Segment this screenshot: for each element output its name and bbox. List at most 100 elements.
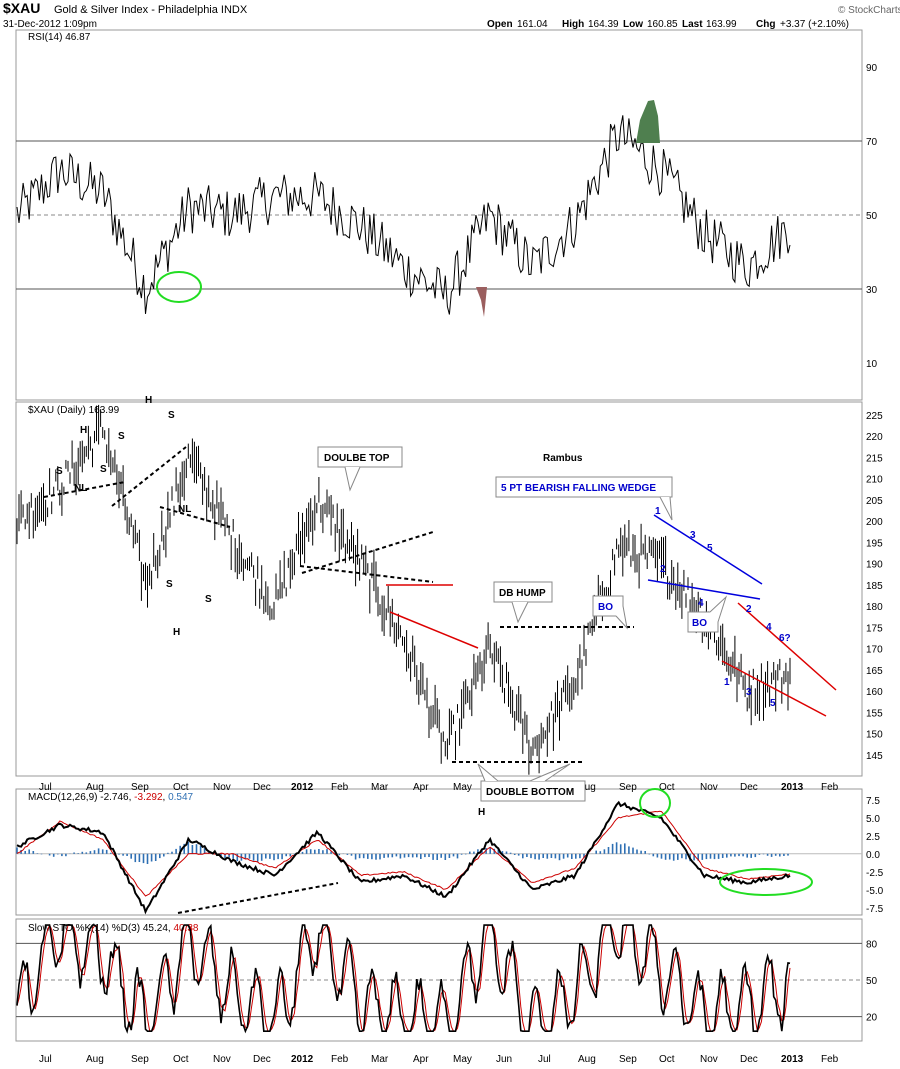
h-label-1: H xyxy=(145,395,152,406)
annotation-bo-1: BO xyxy=(592,595,628,630)
macd-green-circle-top xyxy=(639,788,671,818)
red-wedge-num-1: 1 xyxy=(724,677,730,688)
wedge-num-5: 5 xyxy=(707,543,713,554)
red-trend-1 xyxy=(389,611,479,649)
price-xtick-Mar: Mar xyxy=(371,782,389,793)
price-tick-175: 175 xyxy=(866,623,883,634)
price-tick-165: 165 xyxy=(866,666,883,677)
price-xtick-Feb: Feb xyxy=(331,782,349,793)
wedge-numbers-blue: 1 2 3 4 5 xyxy=(655,506,713,609)
rsi-green-circle xyxy=(156,271,202,303)
high-value: 164.39 xyxy=(588,19,619,30)
h-label-3: H xyxy=(173,627,180,638)
sto-xtick-Jun: Jun xyxy=(496,1054,512,1065)
wedge-num-1: 1 xyxy=(655,506,661,517)
bo-2-pointer xyxy=(709,595,728,623)
price-legend: $XAU (Daily) 163.99 xyxy=(28,405,120,416)
low-label: Low xyxy=(623,19,643,30)
macd-signal-line xyxy=(16,810,791,897)
s-label-3: S xyxy=(56,466,63,477)
macd-tick-5.0: 5.0 xyxy=(866,814,880,825)
macd-tick--2.5: -2.5 xyxy=(866,868,884,879)
annotation-doulbe-top: DOULBE TOP xyxy=(317,446,403,492)
wedge-num-3: 3 xyxy=(690,530,696,541)
sto-xtick-2012: 2012 xyxy=(291,1054,314,1065)
sto-xtick-Feb: Feb xyxy=(331,1054,349,1065)
sto-legend-k: 45.24 xyxy=(143,923,168,934)
rsi-tick-10: 10 xyxy=(866,359,878,370)
open-value: 161.04 xyxy=(517,19,548,30)
macd-tick--5.0: -5.0 xyxy=(866,886,884,897)
wedge-num-2: 2 xyxy=(660,564,666,575)
macd-legend-label: MACD(12,26,9) xyxy=(28,792,97,803)
wedge-num-4: 4 xyxy=(698,598,704,609)
price-xtick-Dec: Dec xyxy=(253,782,271,793)
s-label-1: S xyxy=(168,410,175,421)
high-label: High xyxy=(562,19,584,30)
double-bottom-pointer-2 xyxy=(529,763,571,782)
macd-trend-line xyxy=(177,882,339,914)
h-label-2: H xyxy=(80,425,87,436)
macd-line xyxy=(16,800,791,915)
sto-tick-80: 80 xyxy=(866,939,878,950)
sto-xtick-Dec: Dec xyxy=(253,1054,271,1065)
wedge-numbers-red: 1 2 3 4 5 6? xyxy=(724,604,791,709)
price-xtick-Nov: Nov xyxy=(213,782,231,793)
price-tick-210: 210 xyxy=(866,475,883,486)
header-symbol: $XAU xyxy=(3,0,40,16)
author-label: Rambus xyxy=(543,453,583,464)
last-value: 163.99 xyxy=(706,19,737,30)
red-wedge-num-4: 4 xyxy=(766,622,772,633)
sto-xtick-2013: 2013 xyxy=(781,1054,804,1065)
price-xtick-May: May xyxy=(453,782,472,793)
wedge-pointer xyxy=(659,496,673,521)
red-wedge-num-6: 6? xyxy=(779,633,791,644)
sto-xtick-Nov: Nov xyxy=(700,1054,718,1065)
rsi-overbought-fill xyxy=(636,100,660,143)
price-xtick-Nov: Nov xyxy=(700,782,718,793)
macd-panel-frame xyxy=(15,788,863,916)
price-tick-150: 150 xyxy=(866,730,883,741)
nl-label-2: NL xyxy=(178,504,191,515)
annotation-db-hump: DB HUMP xyxy=(493,581,553,624)
price-tick-170: 170 xyxy=(866,645,883,656)
rsi-tick-90: 90 xyxy=(866,63,878,74)
macd-legend-v1: -2.746 xyxy=(100,792,129,803)
macd-green-circle-bottom xyxy=(719,868,813,896)
red-wedge-bottom xyxy=(721,660,827,717)
nl-line-2 xyxy=(159,506,231,528)
double-bottom-label: DOUBLE BOTTOM xyxy=(486,787,574,798)
red-wedge-num-5: 5 xyxy=(770,698,776,709)
price-tick-200: 200 xyxy=(866,517,883,528)
price-xtick-2013: 2013 xyxy=(781,782,804,793)
doulbe-top-pointer xyxy=(344,466,361,492)
header-datetime: 31-Dec-2012 1:09pm xyxy=(3,19,97,30)
s-label-6: S xyxy=(205,594,212,605)
price-xtick-Feb: Feb xyxy=(821,782,839,793)
price-tick-155: 155 xyxy=(866,708,883,719)
dt-trend-2 xyxy=(299,565,434,583)
s-label-5: S xyxy=(166,579,173,590)
rsi-oversold-fill xyxy=(476,287,487,317)
sto-xtick-Oct: Oct xyxy=(659,1054,675,1065)
sto-xtick-Aug: Aug xyxy=(578,1054,596,1065)
price-tick-160: 160 xyxy=(866,687,883,698)
chg-value: +3.37 (+2.10%) xyxy=(780,19,849,30)
rsi-legend: RSI(14) 46.87 xyxy=(28,32,91,43)
price-xtick-Oct: Oct xyxy=(659,782,675,793)
chart-generated: 9070503010225220215210205200195190185180… xyxy=(16,63,884,1065)
sto-xtick-Apr: Apr xyxy=(413,1054,429,1065)
red-wedge-num-2: 2 xyxy=(746,604,752,615)
price-xtick-Aug: Aug xyxy=(86,782,104,793)
nl-label-1: NL xyxy=(74,483,87,494)
price-tick-225: 225 xyxy=(866,411,883,422)
sto-xtick-Jul: Jul xyxy=(538,1054,551,1065)
price-xtick-Jul: Jul xyxy=(39,782,52,793)
blue-wedge-bottom xyxy=(647,579,761,600)
red-wedge-top xyxy=(737,602,837,691)
macd-tick-2.5: 2.5 xyxy=(866,832,880,843)
sto-legend-label: Slow STO %K(14) %D(3) xyxy=(28,923,140,934)
sto-xtick-Nov: Nov xyxy=(213,1054,231,1065)
